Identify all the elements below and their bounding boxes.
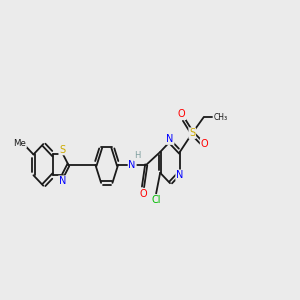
Text: O: O <box>178 109 185 119</box>
Text: Me: Me <box>13 139 26 148</box>
Text: N: N <box>128 160 136 170</box>
Text: O: O <box>140 189 147 199</box>
Text: H: H <box>134 152 140 160</box>
Text: N: N <box>176 170 184 180</box>
Text: S: S <box>189 128 195 138</box>
Text: S: S <box>59 145 65 154</box>
Text: O: O <box>201 139 208 148</box>
Text: N: N <box>166 134 174 144</box>
Text: CH₃: CH₃ <box>213 113 227 122</box>
Text: Cl: Cl <box>152 195 161 205</box>
Text: N: N <box>59 176 66 186</box>
